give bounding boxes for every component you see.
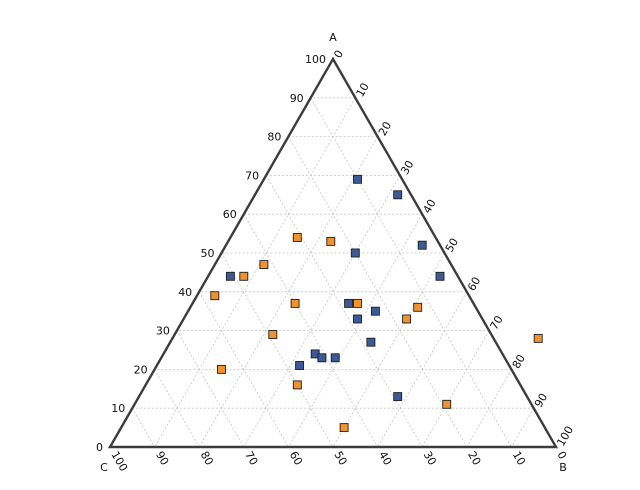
triangle-frame: [107, 56, 559, 449]
data-point-series-1: [344, 298, 354, 308]
grid-line-c-80: [154, 369, 200, 448]
tick-label-a: 20: [134, 363, 148, 376]
tick-label-c: 50: [331, 449, 349, 468]
tick-label-b: 10: [354, 81, 372, 100]
grid-line-b-50: [332, 252, 445, 448]
data-point-series-1: [350, 248, 360, 258]
tick-labels: 1009080706050403020100010203040506070809…: [96, 48, 576, 474]
tick-label-c: 30: [421, 449, 439, 468]
tick-label-b: 70: [487, 313, 505, 332]
data-point-series-1: [317, 353, 327, 363]
tick-label-c: 0: [554, 449, 569, 462]
data-point-series-2: [326, 236, 336, 246]
grid-line-c-70: [176, 330, 245, 448]
tick-label-a: 70: [245, 169, 259, 182]
data-point-series-1: [295, 361, 305, 370]
data-point-series-2: [239, 271, 249, 281]
tick-label-b: 40: [421, 197, 439, 216]
data-point-series-2: [413, 302, 423, 312]
tick-label-b: 90: [532, 391, 550, 410]
data-point-series-2: [353, 298, 362, 308]
tick-label-b: 100: [554, 424, 576, 449]
data-point-series-2: [259, 260, 269, 270]
data-point-series-1: [366, 337, 376, 347]
data-point-series-1: [417, 240, 427, 250]
tick-label-a: 50: [201, 247, 215, 260]
data-point-series-1: [353, 174, 362, 184]
data-point-series-2: [292, 233, 302, 242]
tick-label-c: 80: [198, 449, 216, 468]
tick-label-c: 20: [465, 449, 483, 468]
grid-line-b-10: [154, 97, 356, 448]
grid-line-b-70: [421, 330, 490, 448]
tick-label-c: 60: [287, 449, 305, 468]
data-point-series-1: [353, 314, 362, 324]
data-point-series-2: [533, 333, 543, 343]
tick-label-c: 90: [153, 449, 171, 468]
grid-line-b-90: [511, 408, 535, 448]
vertex-label-c: C: [100, 461, 108, 474]
data-point-series-1: [370, 306, 380, 316]
tick-label-a: 10: [111, 402, 125, 415]
vertex-label-a: A: [329, 31, 337, 44]
grid-line-b-60: [377, 291, 468, 448]
data-point-series-2: [442, 399, 452, 409]
tick-label-c: 70: [242, 449, 260, 468]
data-point-series-2: [268, 330, 278, 339]
tick-label-a: 40: [178, 286, 192, 299]
grid-line-b-80: [466, 369, 512, 448]
tick-label-b: 20: [376, 119, 394, 138]
data-point-series-2: [210, 291, 220, 301]
tick-label-b: 80: [510, 352, 528, 371]
data-point-series-1: [225, 271, 235, 281]
grid-line-c-10: [310, 97, 512, 448]
grid-line-b-30: [243, 175, 401, 448]
grid-line-c-40: [243, 214, 378, 448]
data-point-series-1: [330, 353, 340, 363]
tick-label-a: 100: [305, 53, 326, 66]
tick-label-c: 40: [376, 449, 394, 468]
data-point-series-2: [292, 380, 302, 390]
data-point-series-1: [393, 190, 403, 200]
grid-line-c-60: [198, 291, 289, 448]
grid-lines: [131, 97, 535, 448]
tick-label-a: 90: [290, 92, 304, 105]
tick-label-c: 100: [108, 449, 130, 474]
tick-label-a: 0: [96, 441, 103, 454]
data-point-series-1: [435, 271, 445, 281]
tick-label-b: 30: [398, 158, 416, 177]
data-point-series-2: [290, 298, 300, 308]
data-points: [210, 174, 543, 433]
grid-line-c-90: [131, 408, 155, 448]
tick-label-a: 60: [223, 208, 237, 221]
grid-line-c-30: [265, 175, 423, 448]
data-point-series-2: [402, 314, 412, 324]
data-point-series-1: [393, 392, 403, 402]
tick-label-b: 60: [465, 275, 483, 294]
data-point-series-2: [339, 423, 349, 433]
data-point-series-2: [217, 364, 226, 374]
tick-label-c: 10: [510, 449, 528, 468]
tick-label-b: 50: [443, 236, 461, 255]
tick-label-a: 30: [156, 325, 170, 338]
grid-line-c-50: [221, 252, 334, 448]
vertex-label-b: B: [559, 461, 567, 474]
tick-label-a: 80: [267, 131, 281, 144]
